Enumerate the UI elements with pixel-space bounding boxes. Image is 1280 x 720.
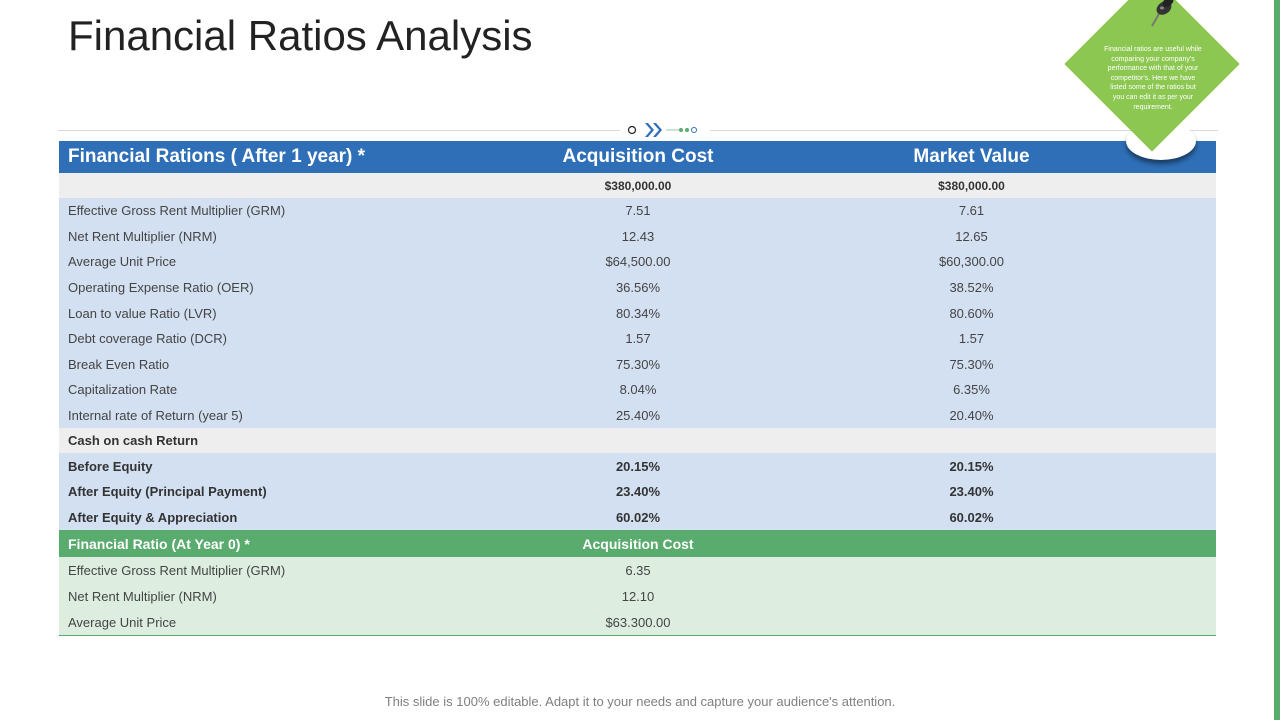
table-row: Average Unit Price $64,500.00 $60,300.00: [59, 249, 1216, 275]
table-row: After Equity & Appreciation 60.02% 60.02…: [59, 504, 1216, 531]
row-market: 20.40%: [727, 402, 1216, 429]
row-acquisition: 1.57: [549, 325, 727, 352]
row-acquisition: $64,500.00: [549, 249, 727, 275]
note-text: Financial ratios are useful while compar…: [1104, 46, 1202, 111]
row-market: 7.61: [727, 198, 1216, 224]
row-label: Effective Gross Rent Multiplier (GRM): [59, 557, 549, 584]
row-market: 12.65: [727, 223, 1216, 250]
row-label: Net Rent Multiplier (NRM): [59, 583, 549, 610]
price-label: [59, 173, 549, 198]
table-row: Before Equity 20.15% 20.15%: [59, 453, 1216, 479]
header-acquisition-cost: Acquisition Cost: [549, 141, 727, 173]
row-acquisition: 25.40%: [549, 402, 727, 429]
cash-section-row: Cash on cash Return: [59, 428, 1216, 454]
table-row: Net Rent Multiplier (NRM) 12.43 12.65: [59, 223, 1216, 250]
push-pin-icon: [1151, 0, 1174, 27]
row-acquisition: $63.300.00: [549, 609, 727, 637]
row-acquisition: 75.30%: [549, 351, 727, 378]
price-row: $380,000.00 $380,000.00: [59, 173, 1216, 198]
year0-header: Financial Ratio (At Year 0) * Acquisitio…: [59, 530, 1216, 558]
row-market: 80.60%: [727, 300, 1216, 326]
table-row: Operating Expense Ratio (OER) 36.56% 38.…: [59, 274, 1216, 301]
divider-chevron-icon: [620, 119, 710, 141]
sticky-note: Financial ratios are useful while compar…: [1062, 0, 1244, 170]
price-market: $380,000.00: [727, 173, 1216, 198]
row-label: Internal rate of Return (year 5): [59, 402, 549, 429]
row-acquisition: 80.34%: [549, 300, 727, 326]
table-row: After Equity (Principal Payment) 23.40% …: [59, 478, 1216, 505]
row-label: Average Unit Price: [59, 609, 549, 637]
table-row: Debt coverage Ratio (DCR) 1.57 1.57: [59, 325, 1216, 352]
row-label: Before Equity: [59, 453, 549, 479]
row-market: 6.35%: [727, 377, 1216, 403]
row-acquisition: 8.04%: [549, 377, 727, 403]
table-row: Break Even Ratio 75.30% 75.30%: [59, 351, 1216, 378]
row-label: Operating Expense Ratio (OER): [59, 274, 549, 301]
header-ratio: Financial Rations ( After 1 year) *: [59, 141, 549, 173]
row-label: Capitalization Rate: [59, 377, 549, 403]
right-edge-accent: [1274, 0, 1280, 720]
row-market: $60,300.00: [727, 249, 1216, 275]
cash-section-label: Cash on cash Return: [59, 428, 549, 454]
row-acquisition: 20.15%: [549, 453, 727, 479]
financial-ratios-table: Financial Rations ( After 1 year) * Acqu…: [59, 141, 1216, 637]
row-label: Debt coverage Ratio (DCR): [59, 325, 549, 352]
row-acquisition: 12.10: [549, 583, 727, 610]
table-row: Capitalization Rate 8.04% 6.35%: [59, 377, 1216, 403]
table-header: Financial Rations ( After 1 year) * Acqu…: [59, 141, 1216, 173]
row-market: 20.15%: [727, 453, 1216, 479]
page-title: Financial Ratios Analysis: [68, 12, 533, 59]
row-label: After Equity (Principal Payment): [59, 478, 549, 505]
row-market: 38.52%: [727, 274, 1216, 301]
row-acquisition: 6.35: [549, 557, 727, 584]
footer-note: This slide is 100% editable. Adapt it to…: [384, 694, 896, 709]
row-label: After Equity & Appreciation: [59, 504, 549, 531]
row-acquisition: 60.02%: [549, 504, 727, 531]
row-label: Average Unit Price: [59, 249, 549, 275]
row-label: Effective Gross Rent Multiplier (GRM): [59, 198, 549, 224]
table-row: Average Unit Price $63.300.00: [59, 609, 1216, 637]
year0-header-ratio: Financial Ratio (At Year 0) *: [59, 530, 549, 558]
price-acquisition: $380,000.00: [549, 173, 727, 198]
table-row: Internal rate of Return (year 5) 25.40% …: [59, 402, 1216, 429]
row-acquisition: 23.40%: [549, 478, 727, 505]
row-market: 75.30%: [727, 351, 1216, 378]
row-acquisition: 36.56%: [549, 274, 727, 301]
row-label: Net Rent Multiplier (NRM): [59, 223, 549, 250]
row-market: 60.02%: [727, 504, 1216, 531]
table-row: Effective Gross Rent Multiplier (GRM) 7.…: [59, 198, 1216, 224]
row-market: 1.57: [727, 325, 1216, 352]
table-row: Loan to value Ratio (LVR) 80.34% 80.60%: [59, 300, 1216, 326]
row-market: 23.40%: [727, 478, 1216, 505]
row-label: Loan to value Ratio (LVR): [59, 300, 549, 326]
table-row: Effective Gross Rent Multiplier (GRM) 6.…: [59, 557, 1216, 584]
row-acquisition: 7.51: [549, 198, 727, 224]
year0-header-acquisition: Acquisition Cost: [549, 530, 727, 558]
row-label: Break Even Ratio: [59, 351, 549, 378]
row-acquisition: 12.43: [549, 223, 727, 250]
table-row: Net Rent Multiplier (NRM) 12.10: [59, 583, 1216, 610]
